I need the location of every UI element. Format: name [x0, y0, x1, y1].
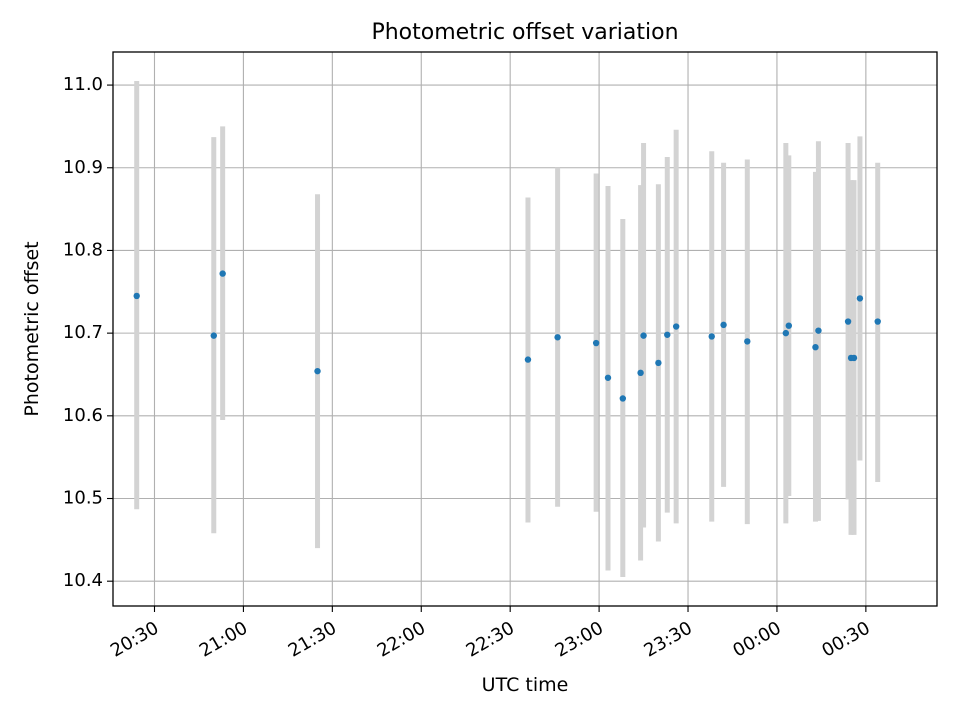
y-axis-ticks: 10.4 10.5 10.6 10.7 10.8 10.9 11.0 [63, 74, 113, 591]
data-point [708, 333, 715, 340]
y-tick-label: 10.9 [63, 157, 103, 178]
y-tick-label: 10.4 [63, 570, 103, 591]
plot-frame [112, 51, 938, 607]
data-point [844, 318, 852, 325]
data-point [640, 332, 647, 339]
data-point [815, 327, 822, 334]
x-tick-label: 00:00 [729, 617, 784, 661]
data-point [619, 395, 627, 402]
x-axis-ticks: 20:30 21:00 21:30 22:00 22:30 23:00 23:30 00:00… [107, 606, 874, 662]
x-tick-label: 00:30 [818, 617, 873, 661]
y-tick-label: 10.8 [63, 239, 103, 260]
y-tick-label: 10.6 [63, 405, 103, 426]
x-tick-label: 23:30 [640, 617, 695, 661]
x-tick-label: 23:00 [552, 617, 607, 661]
data-point [133, 292, 140, 300]
x-tick-label: 22:30 [463, 617, 518, 661]
x-tick-label: 21:30 [285, 617, 340, 661]
x-tick-label: 21:00 [196, 617, 251, 661]
chart-title: Photometric offset variation [371, 20, 678, 45]
data-point [785, 322, 792, 329]
grid [113, 52, 937, 606]
data-point [874, 318, 881, 325]
data-point [672, 323, 680, 330]
data-point [637, 369, 644, 377]
data-point [720, 321, 727, 329]
error-bars [134, 80, 881, 578]
data-point [210, 332, 217, 339]
data-point [655, 359, 662, 367]
data-point [554, 334, 561, 341]
data-point [219, 270, 226, 277]
data-point [856, 295, 864, 302]
y-axis-label: Photometric offset [21, 241, 43, 416]
data-point [782, 329, 790, 337]
y-tick-label: 10.7 [63, 322, 103, 343]
data-point [812, 343, 819, 351]
data-point [604, 374, 612, 381]
data-point [524, 356, 532, 363]
data-point [592, 339, 600, 347]
data-point [314, 367, 321, 375]
data-point [664, 331, 671, 338]
y-tick-label: 11.0 [63, 74, 103, 95]
data-points [133, 270, 881, 402]
x-axis-label: UTC time [482, 674, 569, 696]
y-tick-label: 10.5 [63, 488, 103, 509]
data-point [744, 338, 751, 345]
data-point [850, 354, 858, 362]
x-tick-label: 20:30 [107, 617, 162, 661]
x-tick-label: 22:00 [374, 617, 429, 661]
